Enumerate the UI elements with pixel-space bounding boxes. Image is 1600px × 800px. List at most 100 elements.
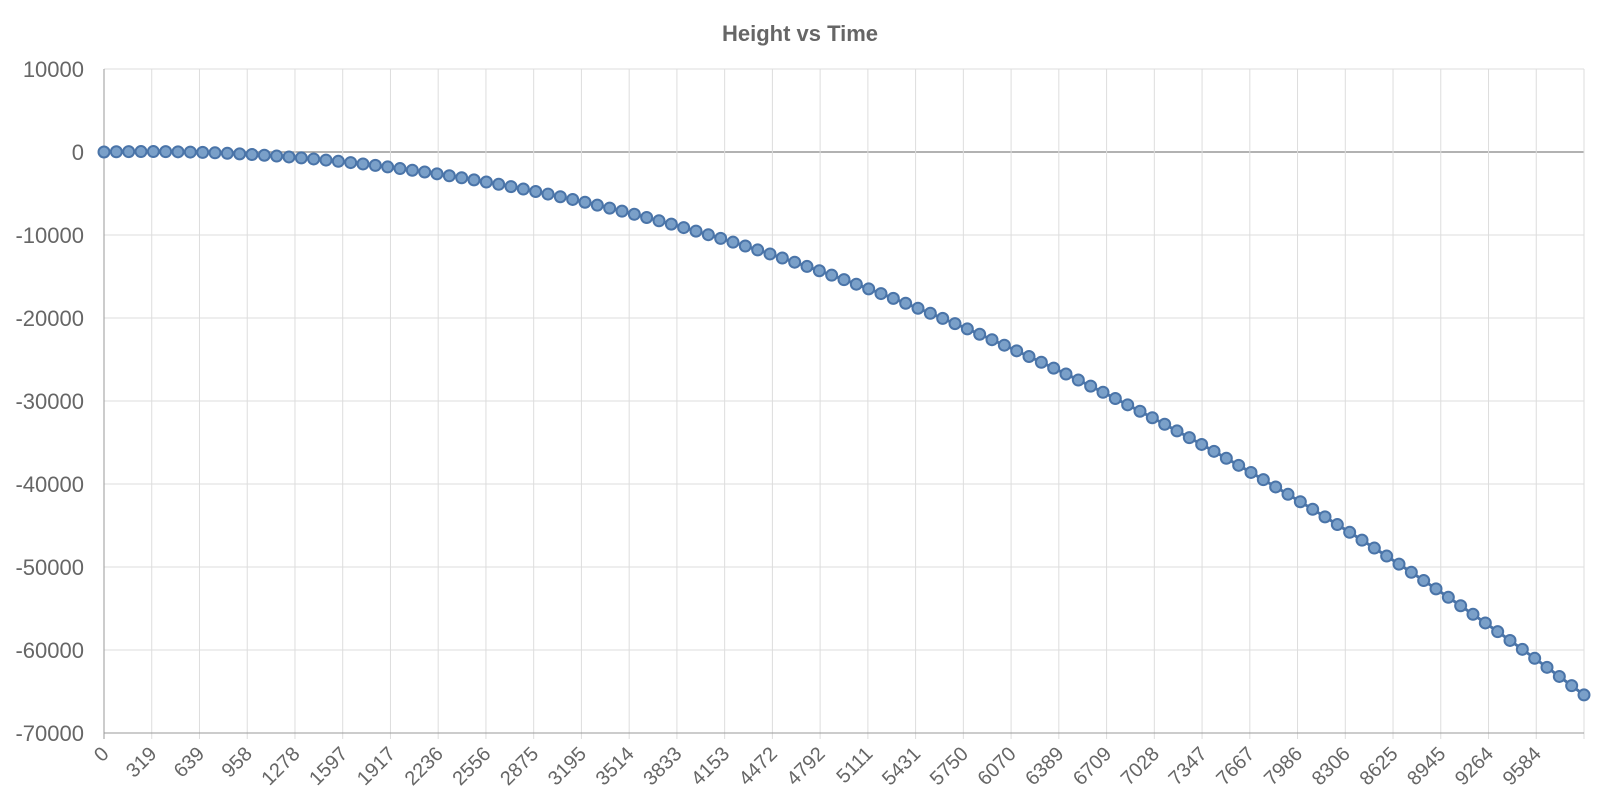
data-point xyxy=(492,177,506,191)
data-point xyxy=(504,180,518,194)
data-point xyxy=(874,287,888,301)
data-point xyxy=(701,228,715,242)
x-tick-label: 5750 xyxy=(926,743,973,790)
x-tick-label: 5431 xyxy=(878,743,925,790)
x-tick-label: 3833 xyxy=(639,743,686,790)
data-point xyxy=(1071,373,1085,387)
data-points xyxy=(97,145,1591,702)
data-point xyxy=(627,207,641,221)
x-tick-label: 9584 xyxy=(1499,743,1546,790)
x-tick-label: 2875 xyxy=(496,743,543,790)
data-point xyxy=(430,167,444,181)
data-point xyxy=(652,214,666,228)
y-tick-labels: 10000 0 -10000 -20000 -30000 -40000 -50000 -600… xyxy=(15,57,84,746)
data-point xyxy=(479,175,493,189)
data-point xyxy=(171,145,185,159)
data-point xyxy=(1515,642,1529,656)
data-point xyxy=(270,149,284,163)
data-point xyxy=(368,158,382,172)
data-point xyxy=(788,255,802,269)
data-point xyxy=(1540,660,1554,674)
data-point xyxy=(677,221,691,235)
data-point xyxy=(738,239,752,253)
data-point xyxy=(899,296,913,310)
x-tick-label: 3195 xyxy=(544,743,591,790)
x-tick-label: 8945 xyxy=(1403,743,1450,790)
data-point xyxy=(294,151,308,165)
data-point xyxy=(344,156,358,170)
data-point xyxy=(455,171,469,185)
data-point xyxy=(997,338,1011,352)
data-point xyxy=(1491,625,1505,639)
y-tick-label: -20000 xyxy=(15,306,84,331)
data-point xyxy=(825,268,839,282)
x-tick-label: 9264 xyxy=(1451,743,1498,790)
y-tick-label: -10000 xyxy=(15,223,84,248)
data-point xyxy=(1466,607,1480,621)
data-point xyxy=(418,165,432,179)
x-tick-label: 4153 xyxy=(687,743,734,790)
data-point xyxy=(1318,510,1332,524)
data-point xyxy=(1392,557,1406,571)
data-point xyxy=(911,301,925,315)
data-point xyxy=(109,145,123,159)
data-point xyxy=(1145,411,1159,425)
x-tick-label: 639 xyxy=(170,743,209,782)
data-point xyxy=(1417,574,1431,588)
data-point xyxy=(1429,582,1443,596)
data-point xyxy=(257,148,271,162)
x-tick-label: 319 xyxy=(122,743,161,782)
data-point xyxy=(1355,533,1369,547)
data-point xyxy=(578,195,592,209)
data-point xyxy=(664,217,678,231)
data-point xyxy=(1343,525,1357,539)
x-tick-label: 5111 xyxy=(832,743,877,788)
series-height xyxy=(103,150,1585,697)
data-point xyxy=(245,148,259,162)
data-point xyxy=(640,210,654,224)
data-point xyxy=(1096,385,1110,399)
data-point xyxy=(1528,651,1542,665)
data-point xyxy=(122,145,136,159)
data-point xyxy=(1047,361,1061,375)
data-point xyxy=(948,317,962,331)
data-point xyxy=(183,145,197,159)
data-point xyxy=(1330,518,1344,532)
data-point xyxy=(381,160,395,174)
y-tick-label: -50000 xyxy=(15,555,84,580)
data-point xyxy=(208,146,222,160)
data-point xyxy=(960,322,974,336)
data-point xyxy=(726,235,740,249)
data-point xyxy=(1577,688,1591,702)
data-point xyxy=(775,251,789,265)
data-point xyxy=(1306,502,1320,516)
data-point xyxy=(1108,392,1122,406)
x-tick-label: 7347 xyxy=(1165,743,1212,790)
data-point xyxy=(442,169,456,183)
grid xyxy=(103,68,1585,739)
data-point xyxy=(936,311,950,325)
x-tick-label: 958 xyxy=(218,743,257,782)
data-point xyxy=(763,247,777,261)
data-point xyxy=(751,243,765,257)
x-tick-label: 7986 xyxy=(1260,743,1307,790)
x-tick-label: 3514 xyxy=(592,743,639,790)
data-point xyxy=(1034,355,1048,369)
data-point xyxy=(689,224,703,238)
data-point xyxy=(973,327,987,341)
data-point xyxy=(159,145,173,159)
data-point xyxy=(146,145,160,159)
x-tick-label: 1597 xyxy=(305,743,352,790)
x-tick-labels: 0 319 639 958 1278 1597 1917 2236 2556 2875 3195 35… xyxy=(90,743,1546,790)
data-point xyxy=(1182,431,1196,445)
data-point xyxy=(1244,465,1258,479)
y-tick-label: 0 xyxy=(72,140,84,165)
data-point xyxy=(282,150,296,164)
y-tick-label: -70000 xyxy=(15,721,84,746)
data-point xyxy=(553,190,567,204)
x-tick-label: 1278 xyxy=(257,743,304,790)
data-point xyxy=(1367,541,1381,555)
data-point xyxy=(331,154,345,168)
data-point xyxy=(1552,669,1566,683)
